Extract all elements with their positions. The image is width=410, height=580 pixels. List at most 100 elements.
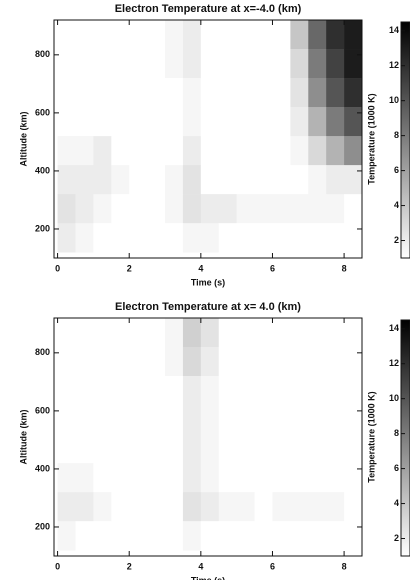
heatmap-cell [254, 165, 273, 195]
heatmap-cell [326, 107, 345, 137]
heatmap-cell [75, 20, 94, 50]
x-tick-label: 6 [270, 263, 275, 273]
heatmap-cell [308, 405, 327, 435]
x-tick-label: 0 [55, 263, 60, 273]
heatmap-cell [111, 49, 130, 79]
colorbar-tick-label: 12 [389, 60, 399, 70]
heatmap-cell [165, 347, 184, 377]
heatmap-cell [344, 521, 362, 551]
heatmap-cell [308, 347, 327, 377]
x-tick-label: 0 [55, 561, 60, 571]
heatmap-cell [308, 223, 327, 253]
heatmap-cell [111, 434, 130, 464]
heatmap-cell [254, 20, 273, 50]
heatmap-cell [182, 318, 202, 348]
colorbar-tick-label: 10 [389, 393, 399, 403]
heatmap-cell [290, 49, 309, 79]
heatmap-cell [236, 194, 255, 224]
heatmap-cell [272, 136, 291, 166]
heatmap-cell [182, 347, 202, 377]
heatmap-cell [218, 405, 237, 435]
heatmap-cell [290, 463, 309, 493]
heatmap-cell [129, 376, 148, 406]
heatmap-cell [218, 347, 237, 377]
heatmap-cell [111, 78, 130, 108]
heatmap-cell [147, 165, 166, 195]
heatmap-cell [272, 20, 291, 50]
x-tick-label: 2 [127, 263, 132, 273]
heatmap-cell [218, 521, 237, 551]
heatmap-cell [290, 347, 309, 377]
heatmap-cell [218, 492, 237, 522]
heatmap-cell [344, 492, 362, 522]
heatmap-cell [57, 78, 76, 108]
colorbar-tick-label: 2 [394, 235, 399, 245]
heatmap-cell [129, 405, 148, 435]
heatmap-cell [236, 223, 255, 253]
heatmap-cell [236, 136, 255, 166]
heatmap-cells [57, 20, 362, 253]
heatmap-cell [147, 521, 166, 551]
heatmap-cell [75, 49, 94, 79]
heatmap-cell [308, 463, 327, 493]
heatmap-cell [129, 20, 148, 50]
heatmap-cell [344, 347, 362, 377]
heatmap-cell [129, 434, 148, 464]
heatmap-cell [182, 136, 202, 166]
heatmap-cell [218, 78, 237, 108]
heatmap-cell [75, 165, 94, 195]
heatmap-cell [308, 376, 327, 406]
heatmap-cell [93, 434, 112, 464]
heatmap-cell [57, 463, 76, 493]
heatmap-cell [344, 49, 362, 79]
heatmap-cell [200, 107, 220, 137]
heatmap-cell [218, 20, 237, 50]
panel-title: Electron Temperature at x= 4.0 (km) [115, 301, 301, 313]
heatmap-cell [272, 347, 291, 377]
heatmap-cell [57, 521, 76, 551]
heatmap-cell [111, 347, 130, 377]
heatmap-cell [200, 492, 220, 522]
heatmap-cell [326, 521, 345, 551]
heatmap-cell [308, 165, 327, 195]
heatmap-cell [254, 49, 273, 79]
y-tick-label: 400 [35, 165, 50, 175]
heatmap-cell [111, 521, 130, 551]
heatmap-cell [75, 78, 94, 108]
heatmap-cell [165, 376, 184, 406]
colorbar-label: Temperature (1000 K) [366, 391, 376, 482]
heatmap-cell [290, 78, 309, 108]
heatmap-cell [165, 318, 184, 348]
colorbar-tick-label: 14 [389, 323, 399, 333]
heatmap-cell [200, 194, 220, 224]
heatmap-cell [236, 20, 255, 50]
heatmap-cell [272, 194, 291, 224]
heatmap-cell [75, 405, 94, 435]
heatmap-cell [165, 107, 184, 137]
heatmap-cell [129, 318, 148, 348]
heatmap-cell [218, 318, 237, 348]
y-axis-label: Altitude (km) [18, 111, 28, 166]
heatmap-cell [308, 107, 327, 137]
heatmap-cell [182, 405, 202, 435]
heatmap-cells [57, 318, 362, 551]
heatmap-cell [254, 376, 273, 406]
heatmap-cell [308, 521, 327, 551]
heatmap-cell [129, 107, 148, 137]
heatmap-cell [182, 194, 202, 224]
heatmap-cell [182, 521, 202, 551]
heatmap-cell [75, 223, 94, 253]
heatmap-cell [290, 136, 309, 166]
heatmap-cell [326, 376, 345, 406]
heatmap-cell [93, 405, 112, 435]
heatmap-cell [57, 194, 76, 224]
heatmap-cell [111, 136, 130, 166]
heatmap-cell [129, 194, 148, 224]
heatmap-cell [200, 376, 220, 406]
heatmap-cell [236, 521, 255, 551]
heatmap-cell [57, 376, 76, 406]
y-tick-label: 400 [35, 463, 50, 473]
heatmap-cell [57, 49, 76, 79]
colorbar-tick-label: 14 [389, 25, 399, 35]
heatmap-cell [147, 78, 166, 108]
